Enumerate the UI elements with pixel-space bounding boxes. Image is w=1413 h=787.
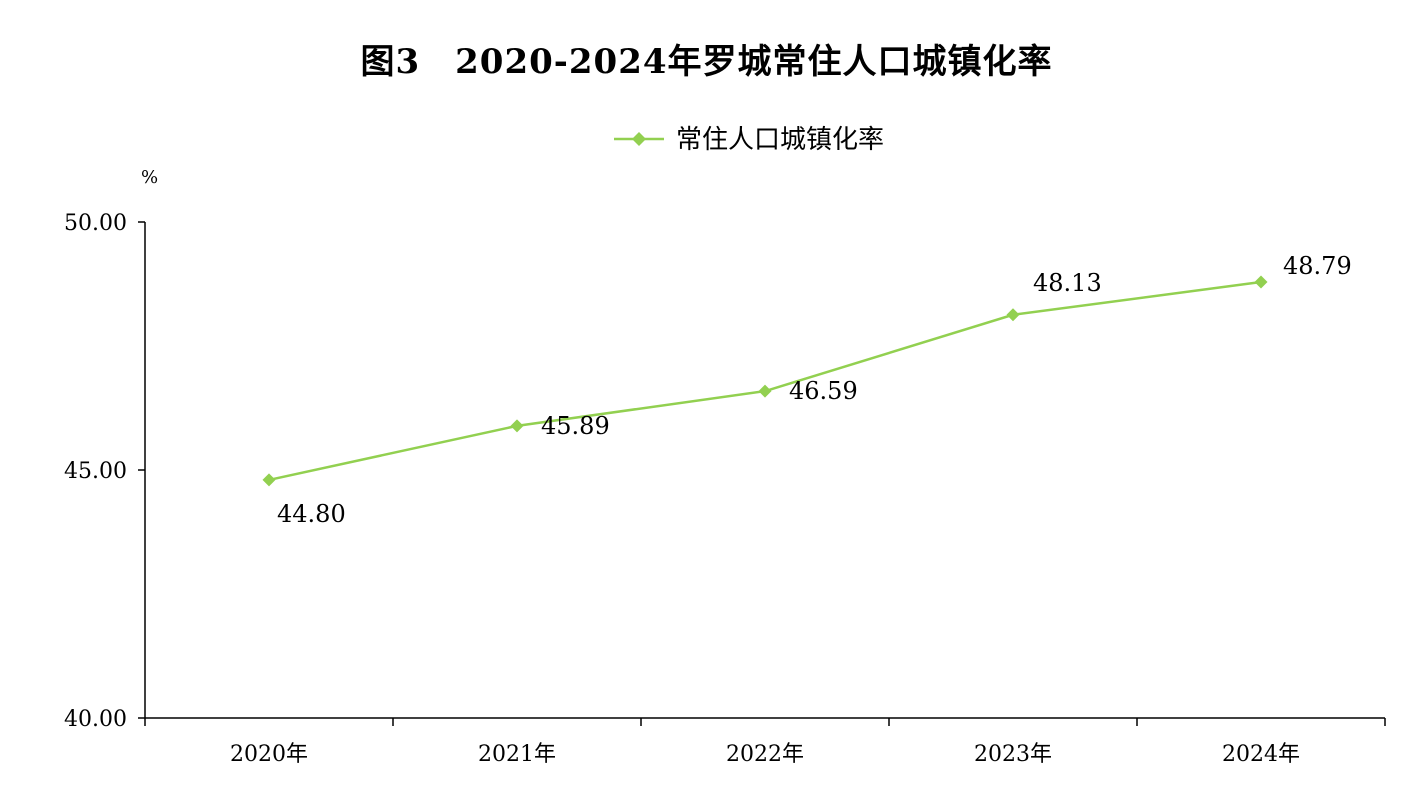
x-tick-label: 2021年 (478, 742, 556, 767)
x-tick-label: 2022年 (726, 742, 804, 767)
data-point-marker (1254, 275, 1268, 289)
x-tick-label: 2024年 (1222, 742, 1300, 767)
data-point-marker (262, 473, 276, 487)
x-tick-label: 2023年 (974, 742, 1052, 767)
data-label: 44.80 (277, 500, 346, 528)
chart-marks: 44.80 45.89 46.59 48.13 48.79 (262, 252, 1352, 528)
legend-diamond-marker (632, 132, 646, 146)
data-point-marker (758, 384, 772, 398)
legend: 常住人口城镇化率 (614, 125, 884, 155)
axes: 40.00 45.00 50.00 2020年 2021年 2022年 2023年 2024年 (64, 211, 1386, 767)
y-tick-label: 45.00 (64, 459, 127, 484)
y-axis-unit-label: % (141, 167, 158, 188)
y-tick-label: 40.00 (64, 707, 127, 732)
data-label: 48.79 (1283, 252, 1352, 280)
data-label: 45.89 (541, 412, 610, 440)
y-tick-label: 50.00 (64, 211, 127, 236)
data-point-marker (510, 419, 524, 433)
data-label: 48.13 (1033, 269, 1102, 297)
x-tick-label: 2020年 (230, 742, 308, 767)
data-label: 46.59 (789, 377, 858, 405)
chart-title: 图3 2020-2024年罗城常住人口城镇化率 (360, 42, 1053, 82)
legend-label: 常住人口城镇化率 (676, 125, 884, 155)
data-point-marker (1006, 308, 1020, 322)
series-line (268, 280, 1262, 482)
